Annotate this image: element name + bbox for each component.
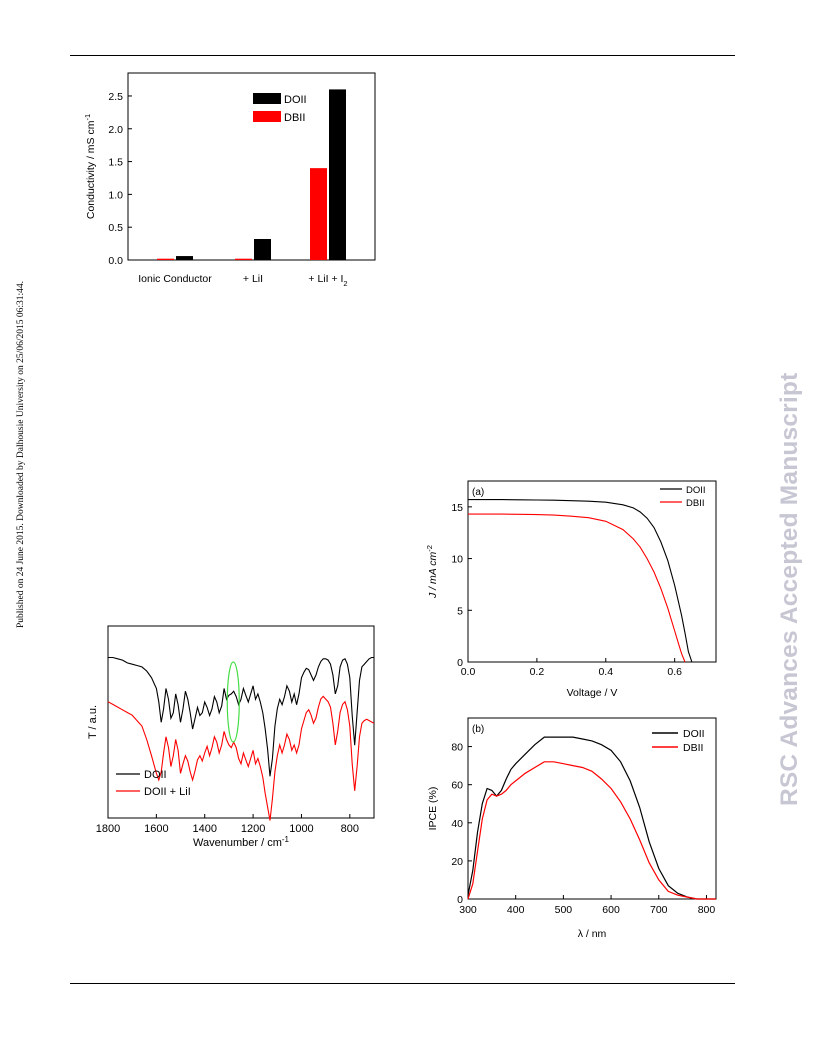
legend-swatch-dbii: [253, 111, 281, 122]
y-tick-label: 20: [451, 856, 463, 868]
ipce-curve-doii: [467, 736, 716, 900]
x-tick-label: 500: [555, 904, 573, 916]
x-tick-label: 300: [459, 904, 477, 916]
category-label-text: + LiI + I: [308, 273, 343, 285]
jv-curve-doii: [468, 499, 693, 663]
y-axis-label-text: Conductivity / mS cm: [85, 120, 97, 219]
x-tick-label: 1000: [289, 823, 313, 835]
x-tick-label: 1200: [241, 823, 265, 835]
plot-frame: [107, 625, 375, 819]
x-axis-label: Wavenumber / cm-1: [193, 835, 290, 849]
jv-chart: 0.0 0.2 0.4 0.6 0 5 10 15 Voltage / V J / mA cm-2…: [425, 480, 717, 699]
legend-label-dbii: DBII: [686, 498, 704, 509]
x-tick-label: 800: [341, 823, 359, 835]
x-tick-label: 600: [602, 904, 620, 916]
bottom-rule: [70, 983, 735, 984]
legend-swatch-doii: [253, 93, 281, 104]
bar-doii-2: [329, 89, 346, 261]
x-axis-label: Voltage / V: [567, 687, 618, 699]
y-tick-label: 80: [451, 742, 463, 754]
plot-frame: [467, 480, 717, 663]
x-tick-label: 0.0: [461, 666, 476, 678]
conductivity-chart: 0.0 0.5 1.0 1.5 2.0 2.5 Conductivity / mS cm-1…: [83, 72, 376, 288]
highlight-ellipse: [226, 661, 240, 743]
category-label: + LiI + I2: [308, 273, 347, 288]
legend-label-dbii: DBII: [683, 742, 703, 754]
panel-label: (b): [472, 724, 484, 735]
x-tick-label: 700: [650, 904, 668, 916]
y-tick-label: 15: [451, 502, 463, 514]
category-label: + LiI: [243, 273, 263, 285]
legend-label-dbii: DBII: [284, 112, 305, 124]
top-rule: [70, 55, 735, 56]
y-axis-label-sup: -2: [425, 545, 434, 552]
legend-label-0: DOII: [144, 769, 167, 781]
x-axis-label: λ / nm: [578, 928, 607, 940]
spectrum-line-1: [107, 695, 375, 821]
y-tick-label: 1.0: [108, 189, 123, 201]
y-tick-label: 0: [457, 894, 463, 906]
y-axis-label: T / a.u.: [87, 705, 99, 739]
x-tick-label: 1400: [192, 823, 216, 835]
y-tick-label: 60: [451, 780, 463, 792]
y-tick-label: 0: [457, 657, 463, 669]
bar-dbii-1: [235, 258, 252, 260]
y-axis-label: IPCE (%): [427, 787, 439, 831]
legend-label-doii: DOII: [686, 485, 706, 496]
ftir-chart: 1800 1600 1400 1200 1000 800 Wavenumber / cm-1…: [87, 625, 375, 849]
x-tick-label: 1800: [96, 823, 120, 835]
y-tick-label: 5: [457, 605, 463, 617]
x-axis-label-text: Wavenumber / cm: [193, 837, 282, 849]
ipce-chart: 300 400 500 600 700 800 0 20 40 60 80 λ / nm IPCE (%…: [427, 717, 717, 940]
y-tick-label: 0.5: [108, 222, 123, 234]
x-tick-label: 0.4: [598, 666, 613, 678]
bar-dbii-0: [157, 258, 174, 260]
y-axis-label: Conductivity / mS cm-1: [83, 114, 97, 219]
y-tick-label: 2.5: [108, 91, 123, 103]
legend-label-doii: DOII: [683, 728, 705, 740]
category-label-sub: 2: [343, 279, 347, 288]
x-axis-label-sup: -1: [282, 835, 290, 844]
legend-label-1: DOII + LiI: [144, 786, 191, 798]
legend-label-doii: DOII: [284, 94, 307, 106]
panel-label: (a): [472, 487, 484, 498]
y-axis-label-text: J / mA cm: [427, 551, 439, 599]
x-tick-label: 1600: [144, 823, 168, 835]
bar-doii-0: [176, 256, 193, 260]
x-tick-label: 400: [507, 904, 525, 916]
spectrum-line-0: [108, 656, 374, 777]
category-label-text: + LiI: [243, 273, 263, 285]
x-tick-label: 0.6: [667, 666, 682, 678]
jv-curve-dbii: [468, 513, 686, 663]
bar-doii-1: [254, 239, 271, 260]
category-label: Ionic Conductor: [138, 273, 212, 285]
y-axis-label-sup: -1: [83, 114, 92, 121]
y-tick-label: 40: [451, 818, 463, 830]
y-tick-label: 2.0: [108, 124, 123, 136]
y-tick-label: 10: [451, 554, 463, 566]
y-axis-label: J / mA cm-2: [425, 545, 439, 599]
x-tick-label: 0.2: [530, 666, 545, 678]
ipce-curve-dbii: [467, 761, 716, 900]
bar-dbii-2: [310, 168, 327, 260]
x-tick-label: 800: [698, 904, 716, 916]
y-tick-label: 1.5: [108, 157, 123, 169]
y-tick-label: 0.0: [108, 255, 123, 267]
category-label-text: Ionic Conductor: [138, 273, 212, 285]
plot-frame: [467, 717, 717, 900]
